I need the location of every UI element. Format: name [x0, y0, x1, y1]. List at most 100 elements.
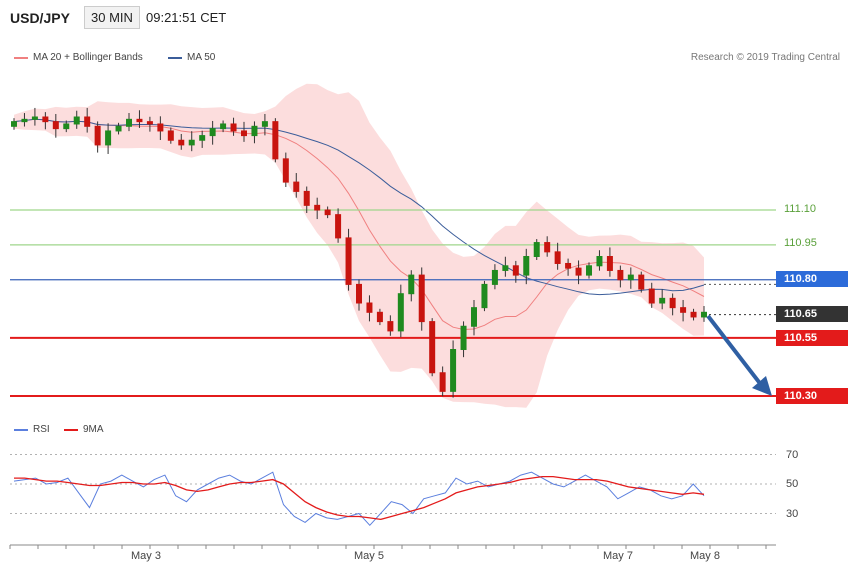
- rsi-line: [13, 471, 705, 527]
- candle-body: [638, 274, 645, 290]
- candle-body: [586, 265, 592, 276]
- candle-body: [690, 311, 697, 318]
- candle-body: [157, 123, 164, 132]
- candle-body: [272, 121, 279, 160]
- candle-body: [356, 283, 362, 304]
- rsi-legend-label: RSI: [33, 424, 50, 435]
- level-label-110-95: 110.95: [784, 237, 817, 249]
- candle-body: [366, 302, 373, 313]
- time-axis-layer: [9, 544, 776, 549]
- candle-body: [314, 204, 321, 211]
- projection-arrow-layer: [706, 314, 772, 396]
- candle-body: [241, 130, 247, 137]
- rsi-ma-legend-label: 9MA: [83, 424, 104, 435]
- candle-body: [460, 325, 467, 350]
- legend-label-ma20: MA 20 + Bollinger Bands: [33, 52, 143, 63]
- candle-body: [408, 274, 415, 295]
- level-tag-110-30: 110.30: [776, 388, 848, 404]
- level-tag-110-80: 110.80: [776, 271, 848, 287]
- date-label-may-3: May 3: [131, 550, 161, 562]
- candle-body: [439, 372, 446, 392]
- candle-body: [575, 267, 582, 276]
- candle-body: [282, 158, 289, 183]
- candle-body: [627, 274, 634, 281]
- projection-arrow-head: [752, 376, 772, 396]
- candle-body: [481, 283, 488, 309]
- timestamp: 09:21:51 CET: [146, 10, 227, 25]
- candles-layer: [11, 107, 707, 398]
- date-label-may-8: May 8: [690, 550, 720, 562]
- date-label-may-5: May 5: [354, 550, 384, 562]
- candle-body: [648, 288, 655, 304]
- level-tag-110-55: 110.55: [776, 330, 848, 346]
- rsi-level-30: 30: [786, 508, 799, 520]
- copyright-notice: Research © 2019 Trading Central: [690, 52, 840, 63]
- candle-body: [94, 125, 101, 146]
- symbol-label: USD/JPY: [10, 10, 70, 26]
- candle-body: [146, 121, 153, 125]
- rsi-layer: [10, 454, 776, 527]
- candle-body: [63, 123, 70, 130]
- candle-body: [21, 118, 28, 123]
- candle-body: [512, 265, 519, 276]
- rsi-ma-legend-swatch: [64, 428, 78, 431]
- candle-body: [136, 118, 143, 123]
- legend-label-ma50: MA 50: [187, 52, 216, 63]
- rsi-ma-legend: 9MA: [64, 424, 104, 435]
- level-label-111-10: 111.10: [784, 203, 817, 215]
- legend-swatch-ma50: [168, 56, 182, 59]
- candle-body: [418, 274, 425, 323]
- bollinger-band: [14, 83, 704, 408]
- candle-body: [199, 135, 206, 141]
- candle-body: [680, 307, 687, 313]
- rsi-level-70: 70: [786, 449, 799, 461]
- rsi-level-50: 50: [786, 478, 799, 490]
- candle-body: [491, 269, 498, 285]
- candle-body: [261, 121, 268, 127]
- bollinger-band-layer: [14, 83, 704, 408]
- candle-body: [84, 116, 91, 127]
- candle-body: [293, 181, 300, 192]
- candle-body: [345, 237, 352, 285]
- candle-body: [397, 293, 404, 332]
- candle-body: [73, 116, 80, 125]
- legend-ma20-bollinger: MA 20 + Bollinger Bands: [14, 52, 143, 63]
- level-lines-layer: [10, 209, 776, 397]
- candle-body: [387, 321, 394, 332]
- timeframe-selector[interactable]: 30 MIN: [84, 6, 140, 29]
- candle-body: [303, 190, 310, 206]
- candle-body: [523, 256, 530, 276]
- candle-body: [533, 242, 540, 258]
- candle-body: [115, 125, 122, 132]
- candle-body: [606, 256, 613, 271]
- legend-swatch-ma20: [14, 56, 28, 59]
- candle-body: [701, 311, 707, 318]
- candle-body: [209, 128, 216, 137]
- rsi-legend-swatch: [14, 428, 28, 431]
- legend-ma50: MA 50: [168, 52, 215, 63]
- candle-body: [502, 265, 509, 271]
- rsi-ma-line: [14, 475, 705, 521]
- candle-body: [565, 262, 572, 269]
- candle-body: [324, 209, 331, 216]
- projection-arrow-shaft: [706, 314, 764, 388]
- candle-body: [178, 139, 185, 146]
- candle-body: [11, 121, 17, 127]
- candle-body: [126, 118, 132, 127]
- chart-header: USD/JPY 30 MIN 09:21:51 CET: [0, 0, 850, 36]
- candle-body: [251, 125, 258, 137]
- candle-body: [42, 116, 49, 123]
- candle-body: [596, 256, 603, 267]
- candle-body: [617, 269, 624, 281]
- candle-body: [429, 321, 436, 374]
- rsi-legend: RSI: [14, 424, 50, 435]
- candle-body: [376, 311, 383, 323]
- candle-body: [105, 130, 112, 146]
- candle-body: [471, 307, 477, 327]
- date-label-may-7: May 7: [603, 550, 633, 562]
- current-price-tag: 110.65: [776, 306, 848, 322]
- candle-body: [167, 130, 174, 141]
- candle-body: [52, 121, 59, 130]
- candle-body: [669, 297, 676, 309]
